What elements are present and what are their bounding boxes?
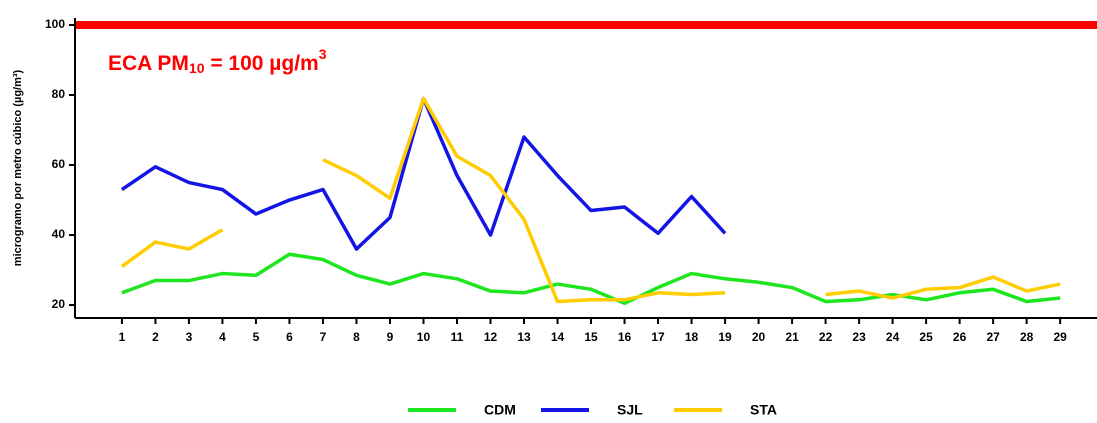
legend-label: SJL xyxy=(617,402,643,418)
legend-label: STA xyxy=(750,402,777,418)
x-tick-label: 24 xyxy=(886,330,900,344)
x-tick-label: 3 xyxy=(186,330,193,344)
annotation-text: ECA PM xyxy=(108,52,189,75)
annotation: ECA PM10 = 100 µg/m3 xyxy=(108,46,327,76)
x-tick-label: 20 xyxy=(752,330,766,344)
x-tick-label: 10 xyxy=(417,330,431,344)
x-tick-label: 19 xyxy=(718,330,732,344)
x-tick-label: 21 xyxy=(785,330,799,344)
x-tick-label: 18 xyxy=(685,330,699,344)
x-tick-label: 14 xyxy=(551,330,565,344)
series-line xyxy=(121,252,1061,306)
y-tick-label: 100 xyxy=(45,17,65,31)
x-tick-label: 16 xyxy=(618,330,632,344)
x-tick-label: 25 xyxy=(919,330,933,344)
x-tick-label: 5 xyxy=(253,330,260,344)
x-tick-label: 23 xyxy=(852,330,866,344)
x-tick-label: 12 xyxy=(484,330,498,344)
x-tick-label: 1 xyxy=(119,330,126,344)
x-tick-label: 27 xyxy=(986,330,1000,344)
y-tick-label: 20 xyxy=(52,297,66,311)
legend-label: CDM xyxy=(484,402,516,418)
x-tick-label: 11 xyxy=(451,330,464,344)
x-tick-label: 8 xyxy=(353,330,360,344)
series-line xyxy=(120,96,727,251)
x-tick-label: 6 xyxy=(286,330,293,344)
annotation-text: = 100 µg/m xyxy=(204,52,318,75)
x-tick-label: 26 xyxy=(953,330,967,344)
series-line xyxy=(120,96,1061,304)
y-tick-label: 40 xyxy=(52,227,66,241)
y-tick-label: 60 xyxy=(52,157,66,171)
x-tick-label: 15 xyxy=(584,330,598,344)
annotation-sub: 10 xyxy=(189,60,205,76)
x-tick-label: 17 xyxy=(651,330,665,344)
x-tick-label: 28 xyxy=(1020,330,1034,344)
x-tick-label: 29 xyxy=(1053,330,1067,344)
x-tick-label: 2 xyxy=(152,330,159,344)
x-tick-label: 9 xyxy=(387,330,394,344)
x-tick-label: 13 xyxy=(517,330,531,344)
x-tick-label: 7 xyxy=(320,330,327,344)
x-tick-label: 4 xyxy=(219,330,226,344)
y-axis-label: microgramo por metro cúbico (µg/m³) xyxy=(12,69,24,266)
y-tick-label: 80 xyxy=(52,87,66,101)
x-tick-label: 22 xyxy=(819,330,833,344)
annotation-sup: 3 xyxy=(319,46,327,62)
